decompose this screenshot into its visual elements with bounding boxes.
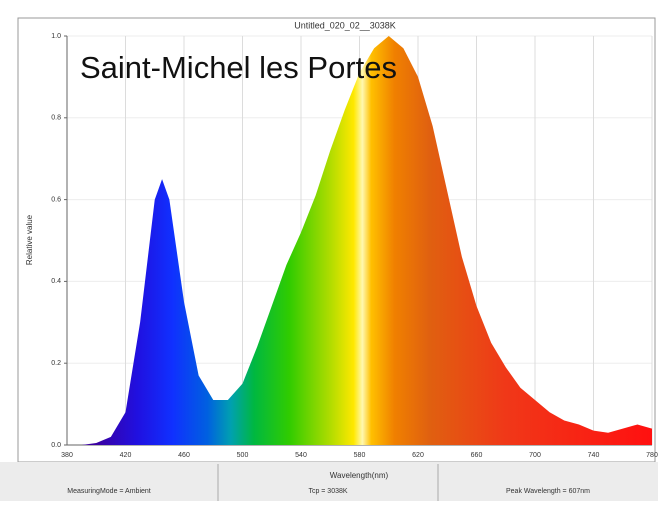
x-tick-label: 540 xyxy=(295,452,307,459)
y-tick-label: 0.4 xyxy=(51,278,61,285)
x-tick-label: 780 xyxy=(646,452,658,459)
spectrum-area xyxy=(67,36,652,445)
x-tick-label: 380 xyxy=(61,452,73,459)
x-tick-label: 500 xyxy=(237,452,249,459)
annotation: Saint-Michel les Portes xyxy=(80,50,397,85)
y-tick-label: 0.6 xyxy=(51,196,61,203)
y-tick-label: 0.0 xyxy=(51,442,61,449)
x-tick-label: 420 xyxy=(120,452,132,459)
chart-title: Untitled_020_02__3038K xyxy=(294,20,396,30)
x-tick-label: 740 xyxy=(588,452,600,459)
status-text: Tcp = 3038K xyxy=(308,488,347,495)
y-axis-label: Relative value xyxy=(25,214,34,265)
status-bar xyxy=(0,462,658,501)
y-tick-label: 1.0 xyxy=(51,33,61,40)
x-tick-label: 620 xyxy=(412,452,424,459)
x-tick-label: 700 xyxy=(529,452,541,459)
x-tick-label: 460 xyxy=(178,452,190,459)
status-text: Peak Wavelength = 607nm xyxy=(506,488,590,495)
y-tick-label: 0.8 xyxy=(51,115,61,122)
x-axis-label: Wavelength(nm) xyxy=(330,471,389,480)
x-tick-label: 580 xyxy=(354,452,366,459)
x-tick-label: 660 xyxy=(471,452,483,459)
status-text: MeasuringMode = Ambient xyxy=(67,488,151,495)
y-tick-label: 0.2 xyxy=(51,360,61,367)
